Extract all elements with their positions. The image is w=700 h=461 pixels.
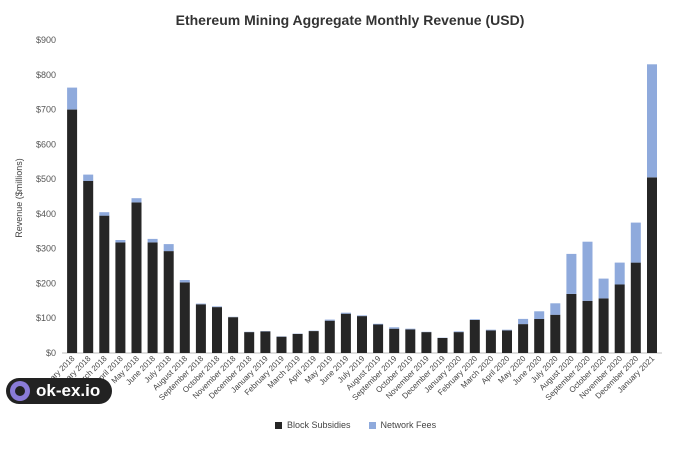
bar-network-fees (373, 323, 384, 325)
chart-title: Ethereum Mining Aggregate Monthly Revenu… (175, 12, 525, 28)
bar-network-fees (647, 64, 657, 178)
y-axis-title-group: Revenue ($millions) (14, 158, 24, 238)
bar-block-subsidies (421, 332, 432, 353)
bar-block-subsidies (566, 293, 577, 353)
bar-block-subsidies (179, 282, 190, 353)
bar-block-subsidies (437, 338, 448, 353)
bar-block-subsidies (324, 320, 335, 353)
y-tick-label: $300 (36, 244, 56, 254)
legend-swatch-block-subsidies (275, 421, 282, 429)
bar-block-subsidies (614, 284, 625, 353)
bar-network-fees (469, 319, 480, 320)
bar-network-fees (389, 327, 400, 329)
y-axis-ticks: $0 $100 $200 $300 $400 $500 $600 $700 $800 $900 (36, 35, 56, 358)
bar-block-subsidies (647, 177, 657, 353)
legend-item-network-fees: Network Fees (368, 420, 437, 430)
bar-block-subsidies (163, 251, 174, 353)
bar-network-fees (534, 311, 545, 319)
watermark-badge: ok-ex.io (6, 378, 113, 404)
bar-block-subsidies (260, 331, 271, 353)
bar-network-fees (147, 238, 158, 243)
y-tick-label: $800 (36, 70, 56, 80)
y-axis-title: Revenue ($millions) (14, 158, 24, 238)
bar-block-subsidies (630, 262, 641, 353)
bar-network-fees (405, 328, 416, 330)
y-tick-label: $0 (46, 348, 56, 358)
y-tick-label: $900 (36, 35, 56, 45)
bar-network-fees (566, 253, 577, 294)
bar-block-subsidies (502, 330, 512, 353)
bar-network-fees (131, 198, 142, 203)
legend-label-network-fees: Network Fees (380, 420, 437, 430)
bar-block-subsidies (195, 304, 206, 353)
legend-swatch-network-fees (368, 421, 376, 429)
bar-network-fees (550, 303, 561, 315)
bar-block-subsidies (469, 320, 480, 353)
bar-block-subsidies (308, 331, 319, 353)
bar-block-subsidies (453, 332, 464, 353)
y-tick-label: $500 (36, 174, 56, 184)
y-tick-label: $700 (36, 105, 56, 115)
bar-block-subsidies (405, 329, 416, 353)
bar-network-fees (340, 312, 351, 314)
bar-block-subsidies (582, 300, 593, 353)
bar-block-subsidies (518, 324, 529, 353)
y-tick-label: $600 (36, 139, 56, 149)
bar-block-subsidies (373, 324, 384, 353)
bar-network-fees (485, 329, 496, 331)
bar-block-subsidies (340, 313, 351, 353)
bar-block-subsidies (550, 314, 561, 353)
bar-network-fees (518, 318, 529, 325)
legend: Block Subsidies Network Fees (275, 420, 436, 430)
bar-network-fees (582, 241, 593, 301)
legend-item-block-subsidies: Block Subsidies (275, 420, 351, 430)
bar-network-fees (357, 315, 367, 317)
bar-network-fees (163, 244, 174, 252)
bar-block-subsidies (244, 332, 255, 353)
y-tick-label: $100 (36, 313, 56, 323)
bar-block-subsidies (485, 330, 496, 353)
bar-network-fees (212, 306, 222, 308)
bar-network-fees (453, 331, 464, 333)
bar-network-fees (99, 212, 110, 216)
bar-block-subsidies (276, 336, 287, 353)
bar-network-fees (614, 262, 625, 285)
bar-network-fees (630, 222, 641, 263)
bar-block-subsidies (131, 202, 142, 353)
bar-block-subsidies (534, 318, 545, 353)
bar-block-subsidies (389, 328, 400, 353)
y-tick-label: $400 (36, 209, 56, 219)
bar-block-subsidies (292, 333, 303, 353)
bar-block-subsidies (99, 215, 110, 353)
bar-network-fees (195, 303, 206, 305)
bar-network-fees (598, 278, 609, 299)
watermark-text: ok-ex.io (36, 381, 101, 400)
ok-ex-logo-icon (10, 381, 30, 401)
bar-block-subsidies (147, 242, 158, 353)
bar-network-fees (67, 87, 78, 110)
bar-block-subsidies (357, 316, 367, 353)
bars (67, 64, 657, 353)
bar-block-subsidies (228, 317, 239, 353)
bar-block-subsidies (67, 109, 78, 353)
bar-block-subsidies (212, 307, 222, 353)
bar-network-fees (83, 174, 94, 181)
bar-block-subsidies (115, 242, 126, 353)
legend-label-block-subsidies: Block Subsidies (287, 420, 351, 430)
bar-network-fees (179, 280, 190, 283)
bar-block-subsidies (598, 298, 609, 353)
bar-network-fees (115, 240, 126, 243)
y-tick-label: $200 (36, 278, 56, 288)
bar-block-subsidies (83, 180, 94, 353)
bar-network-fees (502, 329, 512, 331)
bar-network-fees (324, 319, 335, 321)
